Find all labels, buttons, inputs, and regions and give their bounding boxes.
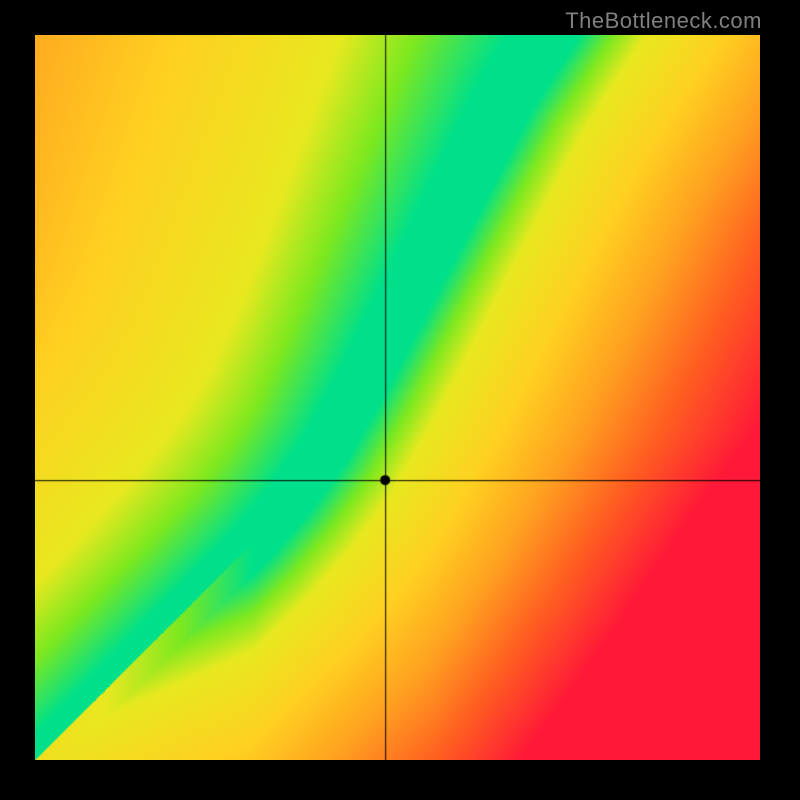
heatmap-canvas (35, 35, 760, 760)
watermark-text: TheBottleneck.com (565, 8, 762, 34)
chart-container: TheBottleneck.com (0, 0, 800, 800)
plot-area (35, 35, 760, 760)
